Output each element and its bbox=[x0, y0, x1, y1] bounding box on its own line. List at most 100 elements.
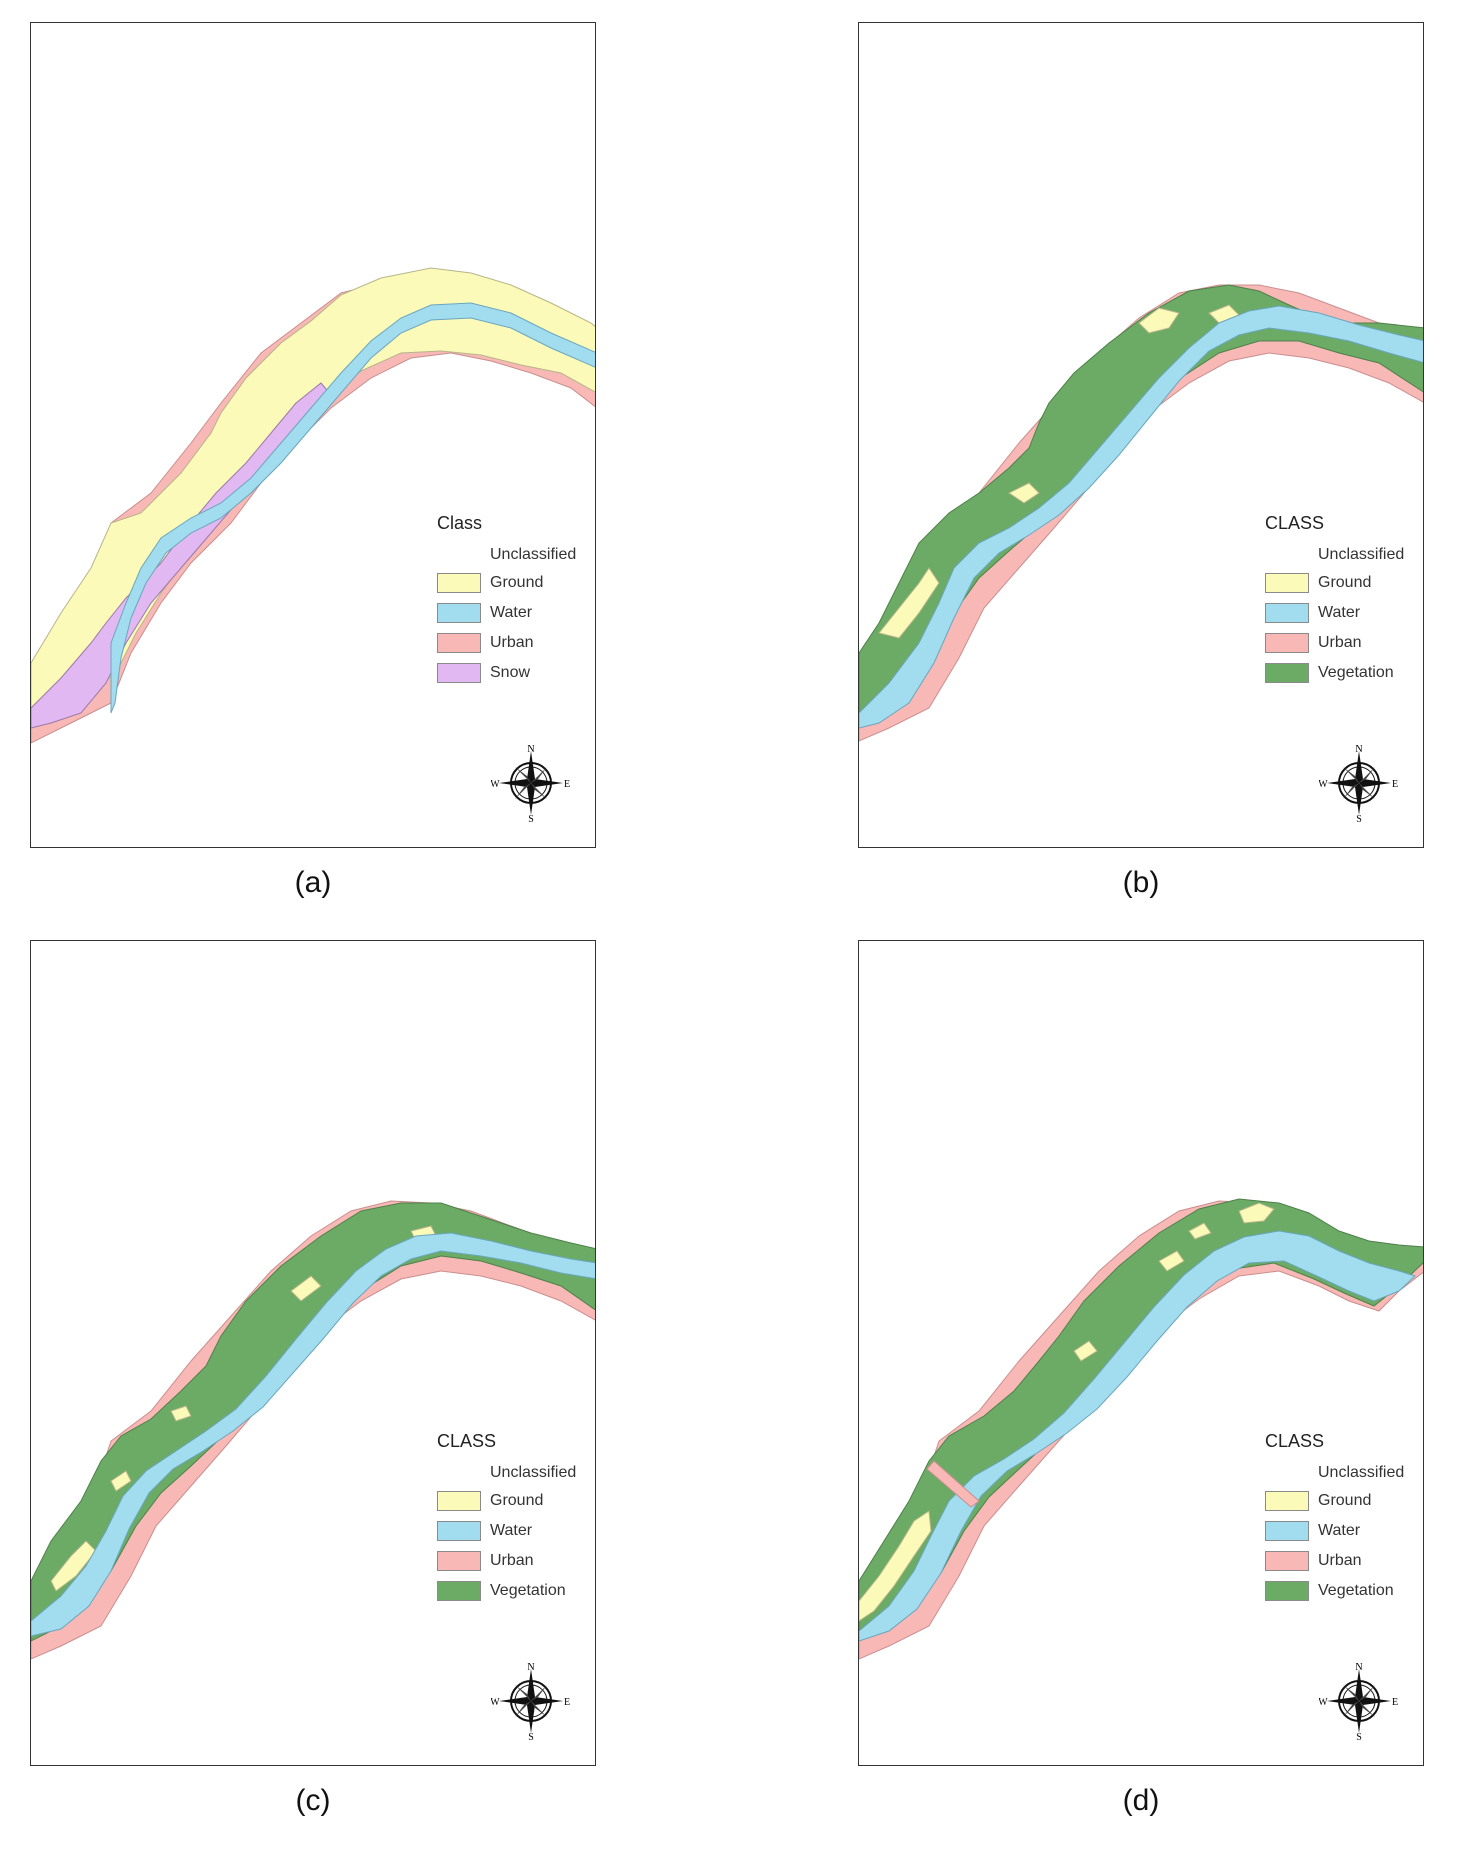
legend-item-unclassified: Unclassified bbox=[437, 542, 587, 568]
legend-item-urban: Urban bbox=[437, 628, 587, 658]
legend-item-vegetation: Vegetation bbox=[1265, 658, 1415, 688]
compass-rose-icon: N S W E bbox=[1319, 744, 1398, 823]
legend-label: Unclassified bbox=[490, 546, 577, 563]
urban-swatch bbox=[437, 1551, 481, 1571]
legend-title: CLASS bbox=[1265, 513, 1325, 533]
legend-item-ground: Ground bbox=[1265, 568, 1415, 598]
compass-east: E bbox=[564, 779, 570, 790]
legend-item-ground: Ground bbox=[1265, 1486, 1415, 1516]
legend-item-vegetation: Vegetation bbox=[1265, 1576, 1415, 1606]
ground-swatch bbox=[1265, 1491, 1309, 1511]
classification-map-b bbox=[859, 284, 1423, 742]
snow-swatch bbox=[437, 663, 481, 683]
urban-swatch bbox=[1265, 633, 1309, 653]
water-swatch bbox=[1265, 603, 1309, 623]
legend-item-unclassified: Unclassified bbox=[1265, 1460, 1415, 1486]
compass-west: W bbox=[491, 779, 500, 790]
legend-label: Vegetation bbox=[490, 1582, 566, 1599]
map-frame: CLASS Unclassified Ground Water Urban Ve… bbox=[30, 940, 596, 1766]
compass-south: S bbox=[1356, 814, 1362, 823]
compass-east: E bbox=[1392, 779, 1398, 790]
urban-crossing bbox=[926, 1460, 980, 1508]
legend-item-urban: Urban bbox=[437, 1546, 587, 1576]
legend-label: Unclassified bbox=[1318, 1464, 1405, 1481]
classification-map-d bbox=[859, 1198, 1423, 1660]
water-region bbox=[859, 1230, 1416, 1642]
map-legend: CLASS Unclassified Ground Water Urban Ve… bbox=[437, 1431, 587, 1606]
urban-swatch bbox=[1265, 1551, 1309, 1571]
compass-south: S bbox=[528, 1732, 534, 1741]
panel-caption: (a) bbox=[294, 866, 332, 899]
vegetation-swatch bbox=[1265, 663, 1309, 683]
water-region bbox=[110, 302, 595, 714]
panel-caption: (c) bbox=[295, 1784, 331, 1817]
legend-title: Class bbox=[437, 513, 483, 533]
vegetation-swatch bbox=[437, 1581, 481, 1601]
classification-map-c bbox=[31, 1200, 595, 1660]
water-swatch bbox=[1265, 1521, 1309, 1541]
map-frame: CLASS Unclassified Ground Water Urban Ve… bbox=[858, 940, 1424, 1766]
ground-swatch bbox=[437, 573, 481, 593]
legend-item-vegetation: Vegetation bbox=[437, 1576, 587, 1606]
map-frame: CLASS Unclassified Ground Water Urban Ve… bbox=[858, 22, 1424, 848]
compass-rose-icon: N S W E bbox=[1319, 1662, 1398, 1741]
compass-south: S bbox=[1356, 1732, 1362, 1741]
compass-west: W bbox=[1319, 1697, 1328, 1708]
snow-region bbox=[31, 382, 332, 729]
panel-caption: (d) bbox=[1122, 1784, 1160, 1817]
legend-label: Ground bbox=[1318, 574, 1372, 591]
water-swatch bbox=[437, 603, 481, 623]
compass-north: N bbox=[527, 744, 534, 755]
legend-label: Water bbox=[1318, 604, 1361, 621]
legend-title: CLASS bbox=[437, 1431, 497, 1451]
legend-label: Urban bbox=[1318, 634, 1362, 651]
compass-north: N bbox=[527, 1662, 534, 1673]
compass-east: E bbox=[1392, 1697, 1398, 1708]
compass-west: W bbox=[1319, 779, 1328, 790]
legend-label: Ground bbox=[1318, 1492, 1372, 1509]
compass-west: W bbox=[491, 1697, 500, 1708]
legend-label: Vegetation bbox=[1318, 664, 1394, 681]
map-frame: Class Unclassified Ground Water Urban Sn… bbox=[30, 22, 596, 848]
legend-item-water: Water bbox=[1265, 1516, 1415, 1546]
urban-swatch bbox=[437, 633, 481, 653]
legend-item-ground: Ground bbox=[437, 568, 587, 598]
water-region bbox=[859, 305, 1423, 729]
legend-label: Urban bbox=[490, 1552, 534, 1569]
legend-item-urban: Urban bbox=[1265, 628, 1415, 658]
compass-north: N bbox=[1355, 744, 1362, 755]
compass-rose-icon: N S W E bbox=[491, 744, 570, 823]
compass-north: N bbox=[1355, 1662, 1362, 1673]
map-legend: CLASS Unclassified Ground Water Urban Ve… bbox=[1265, 513, 1415, 688]
ground-swatch bbox=[1265, 573, 1309, 593]
legend-label: Ground bbox=[490, 574, 544, 591]
compass-east: E bbox=[564, 1697, 570, 1708]
legend-item-unclassified: Unclassified bbox=[1265, 542, 1415, 568]
legend-label: Urban bbox=[1318, 1552, 1362, 1569]
legend-item-water: Water bbox=[1265, 598, 1415, 628]
legend-label: Snow bbox=[490, 664, 531, 681]
compass-south: S bbox=[528, 814, 534, 823]
vegetation-swatch bbox=[1265, 1581, 1309, 1601]
legend-label: Ground bbox=[490, 1492, 544, 1509]
ground-swatch bbox=[437, 1491, 481, 1511]
legend-item-water: Water bbox=[437, 1516, 587, 1546]
legend-item-ground: Ground bbox=[437, 1486, 587, 1516]
legend-label: Vegetation bbox=[1318, 1582, 1394, 1599]
ground-region bbox=[878, 304, 1240, 639]
legend-item-unclassified: Unclassified bbox=[437, 1460, 587, 1486]
legend-item-urban: Urban bbox=[1265, 1546, 1415, 1576]
water-region bbox=[31, 1232, 595, 1637]
legend-label: Water bbox=[490, 1522, 533, 1539]
map-legend: Class Unclassified Ground Water Urban Sn… bbox=[437, 513, 587, 688]
legend-item-snow: Snow bbox=[437, 658, 587, 688]
ground-region bbox=[859, 1202, 1275, 1622]
legend-item-water: Water bbox=[437, 598, 587, 628]
panel-caption: (b) bbox=[1122, 866, 1160, 899]
legend-label: Unclassified bbox=[490, 1464, 577, 1481]
legend-label: Water bbox=[1318, 1522, 1361, 1539]
legend-label: Urban bbox=[490, 634, 534, 651]
legend-title: CLASS bbox=[1265, 1431, 1325, 1451]
classification-map-a bbox=[31, 267, 595, 744]
legend-label: Unclassified bbox=[1318, 546, 1405, 563]
